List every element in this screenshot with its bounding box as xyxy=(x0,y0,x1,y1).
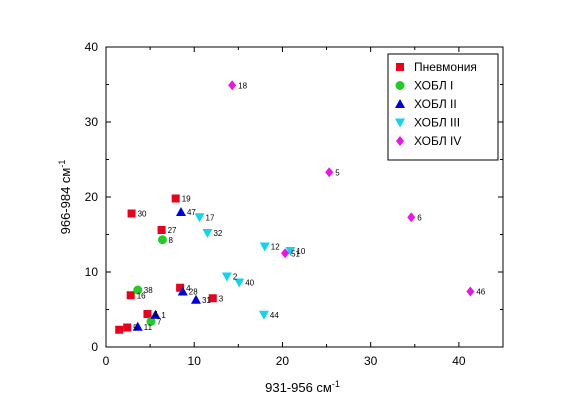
point-label: 12 xyxy=(271,243,280,252)
x-tick-label: 40 xyxy=(452,354,466,368)
point-label: 27 xyxy=(168,226,177,235)
legend-box xyxy=(387,53,499,161)
series-0-point xyxy=(157,226,166,234)
point-label: 30 xyxy=(138,210,147,219)
legend-marker xyxy=(395,99,405,108)
y-tick-label: 30 xyxy=(85,115,99,129)
point-label: 47 xyxy=(187,208,196,217)
y-tick-label: 20 xyxy=(85,190,99,204)
series-2-point xyxy=(177,286,188,296)
point-label: 51 xyxy=(291,249,300,258)
series-3-point xyxy=(285,247,296,256)
point-label: 1 xyxy=(161,311,166,320)
series-1-point xyxy=(146,317,156,326)
y-axis-label-text: 966-984 см xyxy=(58,168,73,235)
legend-label: Пневмония xyxy=(414,60,477,74)
legend-label: ХОБЛ I xyxy=(414,79,453,93)
legend-marker xyxy=(396,63,404,71)
point-label: 7 xyxy=(157,318,162,327)
point-label: 46 xyxy=(476,288,485,297)
series-2-point xyxy=(150,309,161,319)
series-1-point xyxy=(157,235,167,245)
series-0-point xyxy=(208,294,217,303)
series-2-point xyxy=(190,294,201,304)
point-label: 18 xyxy=(238,81,247,90)
series-4-point xyxy=(325,167,334,178)
series-0-point xyxy=(123,323,132,332)
point-label: 6 xyxy=(417,213,422,222)
series-0-point xyxy=(127,209,136,218)
point-label: 16 xyxy=(137,291,146,300)
legend-label: ХОБЛ IV xyxy=(414,134,461,148)
point-label: 8 xyxy=(168,236,173,245)
series-0-point xyxy=(171,194,180,203)
point-label: 44 xyxy=(270,311,279,320)
point-label: 31 xyxy=(202,296,211,305)
series-0-point xyxy=(176,283,185,292)
point-label: 38 xyxy=(144,286,153,295)
series-3-point xyxy=(259,242,270,252)
series-3-point xyxy=(258,310,269,320)
series-2-point xyxy=(175,207,186,216)
x-tick-label: 0 xyxy=(103,354,110,368)
point-label: 17 xyxy=(206,213,215,222)
y-axis-label: 966-984 см-1 xyxy=(57,160,73,235)
x-tick-label: 30 xyxy=(364,354,378,368)
point-label: 5 xyxy=(335,168,340,177)
series-4-point xyxy=(407,212,416,223)
point-label: 4 xyxy=(153,310,158,319)
series-2-point xyxy=(132,321,143,331)
point-label: 40 xyxy=(245,279,254,288)
y-axis-label-superscript: -1 xyxy=(57,160,67,168)
y-tick-label: 10 xyxy=(85,265,99,279)
point-label: 4 xyxy=(186,284,191,293)
point-label: 19 xyxy=(182,195,191,204)
y-tick-label: 40 xyxy=(85,40,99,54)
series-4-point xyxy=(466,286,475,297)
series-3-point xyxy=(221,272,232,282)
point-label: 2 xyxy=(233,273,238,282)
legend-label: ХОБЛ III xyxy=(414,116,460,130)
series-4-point xyxy=(228,80,237,91)
legend-marker xyxy=(395,81,405,90)
legend-marker xyxy=(396,136,404,146)
point-label: 3 xyxy=(219,294,224,303)
x-axis-label-text: 931-956 см xyxy=(265,380,332,395)
x-axis-label: 931-956 см-1 xyxy=(265,379,340,395)
x-axis-label-superscript: -1 xyxy=(332,379,340,389)
series-0-point xyxy=(115,325,124,334)
series-4-point xyxy=(281,248,290,259)
y-tick-label: 0 xyxy=(91,340,98,354)
legend-label: ХОБЛ II xyxy=(414,97,457,111)
point-label: 10 xyxy=(296,247,305,256)
point-label: 5 xyxy=(133,324,138,333)
x-tick-label: 10 xyxy=(188,354,202,368)
series-3-point xyxy=(202,229,213,238)
point-label: 11 xyxy=(144,323,153,332)
series-0-point xyxy=(143,310,152,318)
x-tick-label: 20 xyxy=(276,354,290,368)
series-0-point xyxy=(126,291,135,300)
legend-marker xyxy=(395,118,405,128)
series-3-point xyxy=(234,278,245,288)
series-3-point xyxy=(194,213,205,223)
point-label: 32 xyxy=(213,229,222,238)
point-label: 28 xyxy=(189,288,198,297)
series-1-point xyxy=(133,285,143,295)
